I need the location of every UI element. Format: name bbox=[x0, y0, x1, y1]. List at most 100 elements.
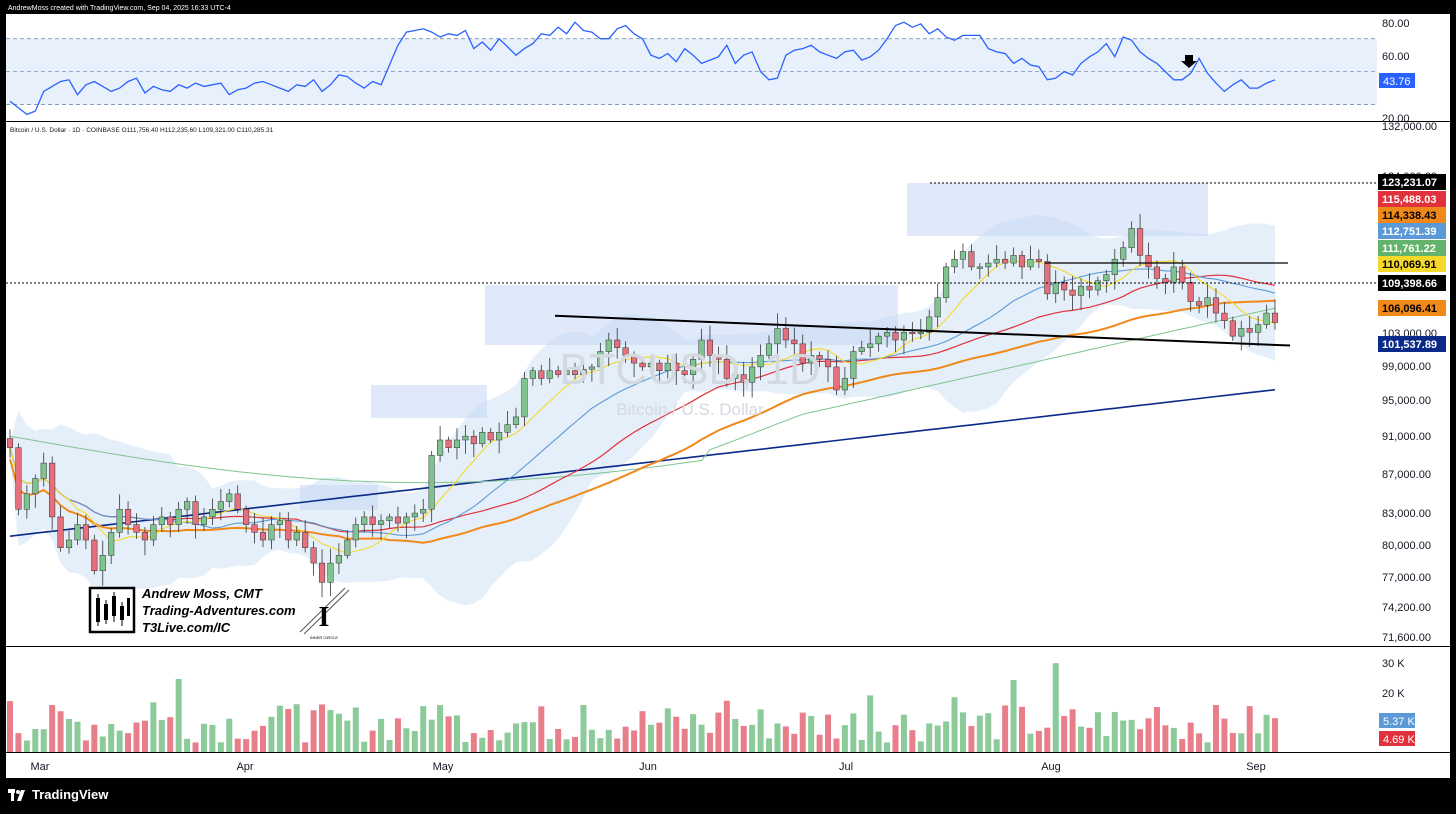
price-tag-label: 123,231.07 bbox=[1382, 177, 1437, 189]
candle-body bbox=[1229, 320, 1236, 337]
volume-bar bbox=[538, 706, 545, 752]
candle-body bbox=[614, 339, 621, 348]
candle-body bbox=[926, 316, 933, 333]
volume-bar bbox=[141, 720, 148, 752]
candle-body bbox=[125, 508, 132, 525]
candle-body bbox=[158, 516, 165, 525]
candle-body bbox=[1035, 258, 1042, 262]
volume-bar bbox=[411, 731, 418, 752]
volume-bar bbox=[487, 729, 494, 752]
volume-bar bbox=[850, 713, 857, 752]
rsi-axis[interactable] bbox=[1377, 14, 1450, 121]
volume-bar bbox=[614, 738, 621, 752]
tradingview-brand[interactable]: TradingView bbox=[8, 787, 108, 802]
candle-body bbox=[867, 343, 874, 348]
candle-body bbox=[285, 520, 292, 541]
time-axis-label: Aug bbox=[1041, 761, 1061, 773]
candle-body bbox=[411, 512, 418, 518]
candle-body bbox=[1179, 266, 1186, 283]
rsi-tick-label: 20.00 bbox=[1382, 113, 1410, 125]
candle-body bbox=[909, 332, 916, 335]
volume-bar bbox=[631, 730, 638, 752]
volume-bar bbox=[66, 718, 73, 752]
candle-body bbox=[588, 366, 595, 370]
candle-body bbox=[951, 258, 958, 268]
candle-body bbox=[1212, 297, 1220, 314]
volume-bar bbox=[1103, 735, 1110, 752]
candle-body bbox=[1061, 282, 1068, 291]
volume-bar bbox=[1196, 733, 1203, 752]
volume-tag-label: 5.37 K bbox=[1383, 716, 1415, 728]
volume-bar bbox=[572, 736, 579, 752]
candle-body bbox=[1094, 280, 1101, 291]
volume-bar bbox=[217, 742, 224, 752]
price-tag-label: 112,751.39 bbox=[1382, 226, 1436, 238]
volume-bar bbox=[285, 708, 292, 752]
candle-body bbox=[1196, 301, 1203, 306]
candle-body bbox=[327, 562, 334, 583]
volume-bar bbox=[715, 712, 722, 752]
price-tag-label: 109,398.66 bbox=[1382, 278, 1437, 290]
candle-body bbox=[293, 532, 300, 541]
volume-bar bbox=[841, 725, 848, 752]
author-name: Andrew Moss, CMT bbox=[141, 586, 263, 601]
volume-bar bbox=[664, 708, 671, 752]
candle-body bbox=[1246, 328, 1253, 333]
volume-bar bbox=[799, 712, 806, 752]
price-tick-label: 99,000.00 bbox=[1382, 361, 1431, 373]
candle-body bbox=[175, 508, 182, 525]
candle-body bbox=[841, 378, 848, 391]
candle-body bbox=[496, 432, 503, 441]
candle-body bbox=[49, 462, 56, 518]
tradingview-logo-icon bbox=[8, 788, 25, 801]
volume-bar bbox=[867, 695, 874, 752]
candle-body bbox=[57, 516, 64, 548]
volume-bar bbox=[57, 711, 64, 752]
candle-body bbox=[521, 378, 528, 418]
volume-bar bbox=[774, 723, 781, 752]
volume-bar bbox=[555, 728, 562, 752]
volume-bar bbox=[639, 711, 646, 752]
price-tag-label: 106,096.41 bbox=[1382, 303, 1437, 315]
candle-body bbox=[875, 335, 882, 345]
candle-body bbox=[1263, 312, 1270, 325]
candle-body bbox=[1128, 228, 1135, 248]
candle-body bbox=[580, 368, 587, 375]
volume-bar bbox=[1145, 718, 1152, 752]
candle-body bbox=[976, 266, 983, 269]
candle-body bbox=[259, 532, 267, 541]
volume-bar bbox=[150, 702, 157, 752]
volume-bar bbox=[968, 726, 975, 752]
volume-bar bbox=[740, 725, 747, 752]
volume-bar bbox=[1002, 705, 1009, 752]
candle-body bbox=[243, 508, 250, 525]
volume-bar bbox=[917, 741, 924, 752]
watermark-symbol: BTCUSD, 1D bbox=[559, 345, 821, 394]
volume-tag-down bbox=[1379, 731, 1415, 746]
candle-body bbox=[1153, 266, 1160, 279]
consolidation-box bbox=[371, 385, 487, 418]
volume-bar bbox=[504, 732, 511, 752]
volume-bar bbox=[394, 718, 401, 752]
price-tick-label: 74,200.00 bbox=[1382, 602, 1431, 614]
candle-body bbox=[504, 424, 511, 433]
volume-bar bbox=[453, 715, 460, 752]
candle-body bbox=[108, 532, 115, 556]
volume-bar bbox=[580, 704, 587, 752]
time-axis[interactable] bbox=[6, 753, 1450, 778]
candle-body bbox=[386, 516, 393, 522]
price-tag bbox=[1378, 300, 1446, 316]
price-tick-label: 71,600.00 bbox=[1382, 632, 1431, 644]
volume-bar bbox=[1263, 714, 1270, 752]
volume-bar bbox=[1128, 719, 1135, 752]
volume-bar bbox=[782, 726, 789, 752]
candle-body bbox=[234, 493, 241, 510]
candle-body bbox=[993, 258, 1000, 264]
volume-bar bbox=[7, 701, 13, 752]
volume-bar bbox=[808, 715, 815, 752]
volume-bar bbox=[352, 707, 359, 752]
rsi-tick-label: 60.00 bbox=[1382, 51, 1410, 63]
candle-body bbox=[470, 435, 477, 445]
candle-body bbox=[1187, 282, 1194, 302]
